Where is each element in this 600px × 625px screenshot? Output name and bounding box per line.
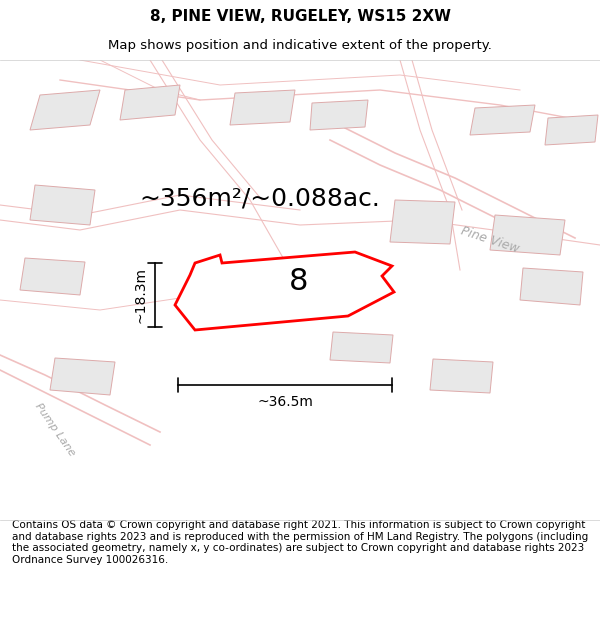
Polygon shape: [20, 258, 85, 295]
Polygon shape: [30, 185, 95, 225]
Text: ~36.5m: ~36.5m: [257, 395, 313, 409]
Polygon shape: [30, 90, 100, 130]
Polygon shape: [545, 115, 598, 145]
Polygon shape: [390, 200, 455, 244]
Text: Pump Lane: Pump Lane: [33, 402, 77, 458]
Polygon shape: [330, 332, 393, 363]
Polygon shape: [50, 358, 115, 395]
Polygon shape: [470, 105, 535, 135]
Polygon shape: [175, 252, 394, 330]
Polygon shape: [230, 90, 295, 125]
Text: 8: 8: [289, 267, 308, 296]
Text: Pine View: Pine View: [459, 224, 521, 256]
Text: Contains OS data © Crown copyright and database right 2021. This information is : Contains OS data © Crown copyright and d…: [12, 520, 588, 565]
Text: ~18.3m: ~18.3m: [133, 267, 147, 323]
Polygon shape: [490, 215, 565, 255]
Polygon shape: [120, 85, 180, 120]
Polygon shape: [430, 359, 493, 393]
Text: ~356m²/~0.088ac.: ~356m²/~0.088ac.: [140, 186, 380, 210]
Text: Map shows position and indicative extent of the property.: Map shows position and indicative extent…: [108, 39, 492, 51]
Polygon shape: [310, 100, 368, 130]
Polygon shape: [520, 268, 583, 305]
Text: 8, PINE VIEW, RUGELEY, WS15 2XW: 8, PINE VIEW, RUGELEY, WS15 2XW: [149, 9, 451, 24]
